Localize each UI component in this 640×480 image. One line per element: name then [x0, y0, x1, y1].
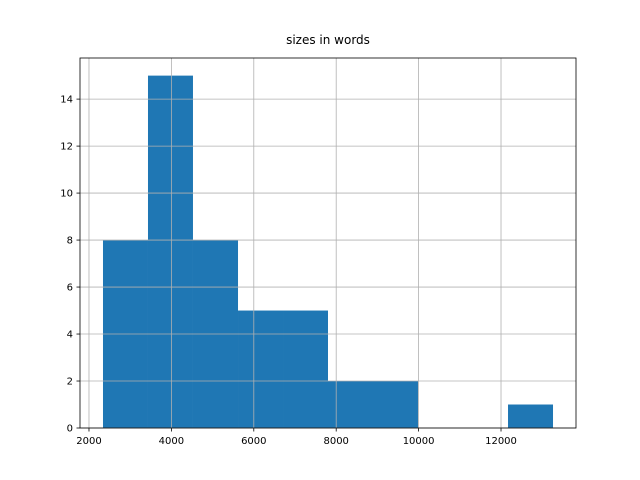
x-tick-label: 6000 [241, 436, 266, 447]
y-tick-label: 14 [60, 95, 73, 106]
bar [508, 404, 554, 428]
bar [283, 310, 328, 428]
y-tick-label: 0 [67, 424, 73, 435]
x-tick-label: 2000 [76, 436, 101, 447]
bar [328, 381, 373, 428]
bar [238, 310, 284, 428]
y-tick-label: 10 [60, 189, 73, 200]
chart-title: sizes in words [286, 33, 370, 47]
y-tick-label: 6 [67, 283, 73, 294]
y-tick-label: 4 [67, 330, 73, 341]
plot-frame [79, 57, 577, 429]
y-tick-label: 2 [67, 377, 73, 388]
x-tick-label: 4000 [159, 436, 184, 447]
x-tick-label: 10000 [403, 436, 435, 447]
y-tick-label: 12 [60, 142, 73, 153]
bar [147, 75, 193, 428]
x-tick-label: 12000 [485, 436, 517, 447]
y-tick-label: 8 [67, 236, 73, 247]
x-tick-label: 8000 [323, 436, 348, 447]
bar [372, 381, 418, 428]
